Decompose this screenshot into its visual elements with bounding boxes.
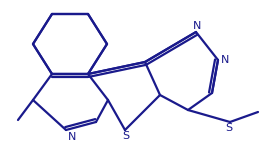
Text: N: N (221, 55, 229, 65)
Text: S: S (226, 123, 233, 133)
Text: N: N (68, 132, 76, 142)
Text: S: S (122, 131, 130, 141)
Text: N: N (193, 21, 201, 31)
